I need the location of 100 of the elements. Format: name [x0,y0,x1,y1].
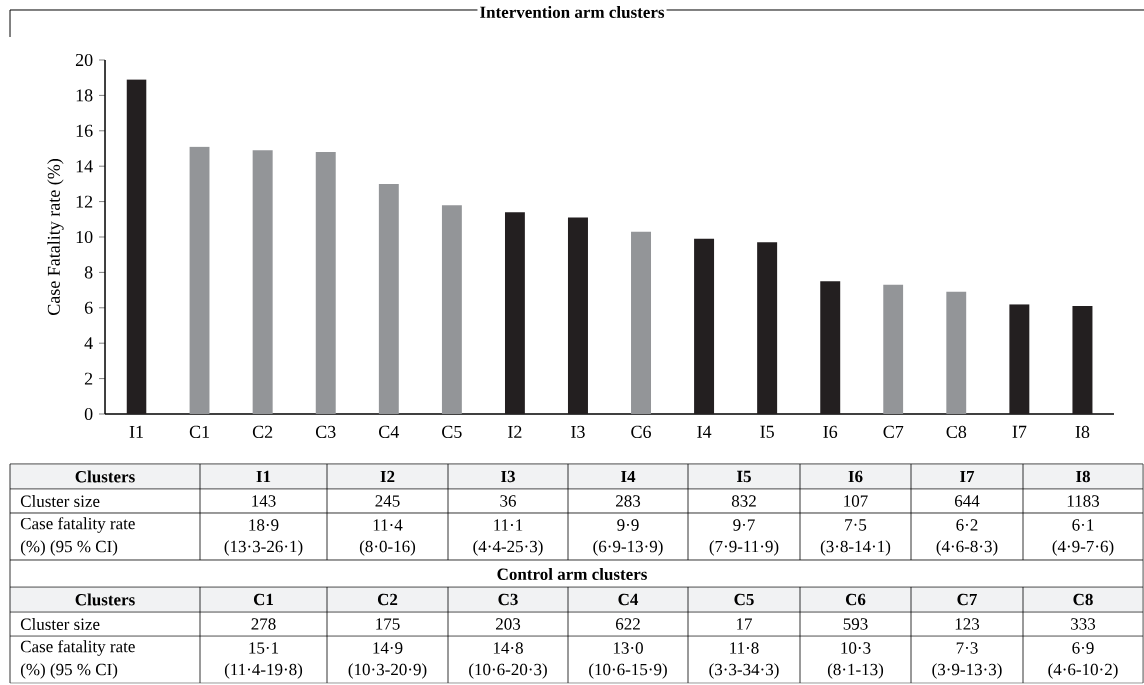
text: 36 [500,495,516,507]
text: (8·0-16) [359,540,416,556]
text: 15·1 [249,642,279,654]
text: Control arm clusters [497,567,647,580]
text: I8 [1076,470,1090,483]
text: C2 [377,593,398,606]
text: I4 [621,470,636,483]
text: C3 [498,593,518,606]
x-tick-label: C5 [442,425,462,438]
x-tick-label: C3 [315,425,336,438]
text: Cluster size [20,618,100,630]
text: (%) (95 % CI) [20,663,118,679]
chart-title: Intervention arm clusters [480,5,665,18]
text: (10·6-20·3) [469,663,547,679]
text: 278 [251,618,276,630]
text: (4·6-8·3) [936,540,998,556]
text: (8·1-13) [827,663,884,679]
text: 107 [844,495,868,507]
x-tick-label: C6 [631,425,651,438]
text: (10·3-20·9) [348,663,427,679]
y-tick-label: 12 [76,195,93,208]
bar [757,242,778,414]
text: I2 [380,470,395,483]
y-tick-label: 0 [84,407,93,421]
y-tick-label: 16 [76,124,93,137]
text: (4·9-7·6) [1052,540,1114,556]
bar [820,281,841,414]
text: Clusters [75,470,135,483]
text: I5 [737,470,751,483]
text: C1 [253,593,274,606]
text: 7·3 [956,642,978,654]
bar [126,79,147,414]
bar [883,284,904,414]
x-tick-label: I3 [571,425,585,438]
text: 10·3 [841,642,871,654]
text: 6·2 [956,519,978,531]
text: (4·4-25·3) [473,540,543,556]
text: 17 [736,618,753,630]
y-tick-label: 6 [84,301,93,314]
text: (3·8-14·1) [820,540,891,556]
text: 1183 [1067,495,1100,507]
x-tick-label: I1 [129,425,143,438]
bar [441,205,462,414]
text: 9·7 [733,519,755,531]
bar [189,146,210,414]
text: C6 [845,593,866,606]
x-tick-label: I8 [1075,425,1090,438]
bar [315,152,336,414]
text: 6·1 [1072,519,1094,531]
text: (7·9-11·9) [709,540,779,556]
x-tick-label: C7 [883,425,904,438]
text: I3 [501,470,515,483]
text: I6 [848,470,863,483]
bar [946,291,967,414]
y-tick-label: 10 [76,230,93,244]
bar [567,217,588,414]
text: Case fatality rate [20,517,135,533]
text: 333 [1071,618,1096,630]
text: C8 [1073,593,1093,606]
text: 11·8 [730,642,759,654]
text: C5 [734,593,754,606]
text: (11·4-19·8) [224,663,303,679]
text: (13·3-26·1) [224,540,303,556]
x-tick-label: I7 [1012,425,1027,438]
x-tick-label: I2 [508,425,522,438]
y-axis-title: Case Fatality rate (%) [47,159,64,315]
text: 14·8 [493,642,523,654]
text: (%) (95 % CI) [20,540,118,556]
text: Cluster size [20,495,100,507]
text: C4 [618,593,639,606]
text: (3·3-34·3) [709,663,779,679]
text: 11·1 [494,519,523,531]
y-tick-label: 14 [76,160,93,173]
text: 175 [376,618,400,630]
bar [1009,304,1030,414]
bar [631,231,652,414]
text: (10·6-15·9) [589,663,667,679]
text: 13·0 [613,642,643,654]
text: 6·9 [1072,642,1094,654]
bar [378,183,399,414]
text: C7 [957,593,977,606]
text: 644 [954,495,980,507]
x-tick-label: I6 [823,425,838,438]
text: 7·5 [845,519,867,531]
x-tick-label: I4 [697,425,712,438]
bar [1072,306,1093,414]
text: 203 [496,618,521,630]
text: 283 [616,495,641,507]
y-tick-label: 2 [84,372,93,385]
text: I1 [256,470,271,483]
text: 123 [955,618,980,630]
text: (4·6-10·2) [1048,663,1118,679]
bar [504,212,525,414]
bar [252,150,273,414]
y-tick-label: 8 [84,266,93,279]
y-tick-label: 18 [76,89,93,102]
text: (3·9-13·3) [932,663,1002,679]
text: 245 [375,495,400,507]
y-tick-label: 4 [84,337,93,350]
x-tick-label: C2 [252,425,273,438]
